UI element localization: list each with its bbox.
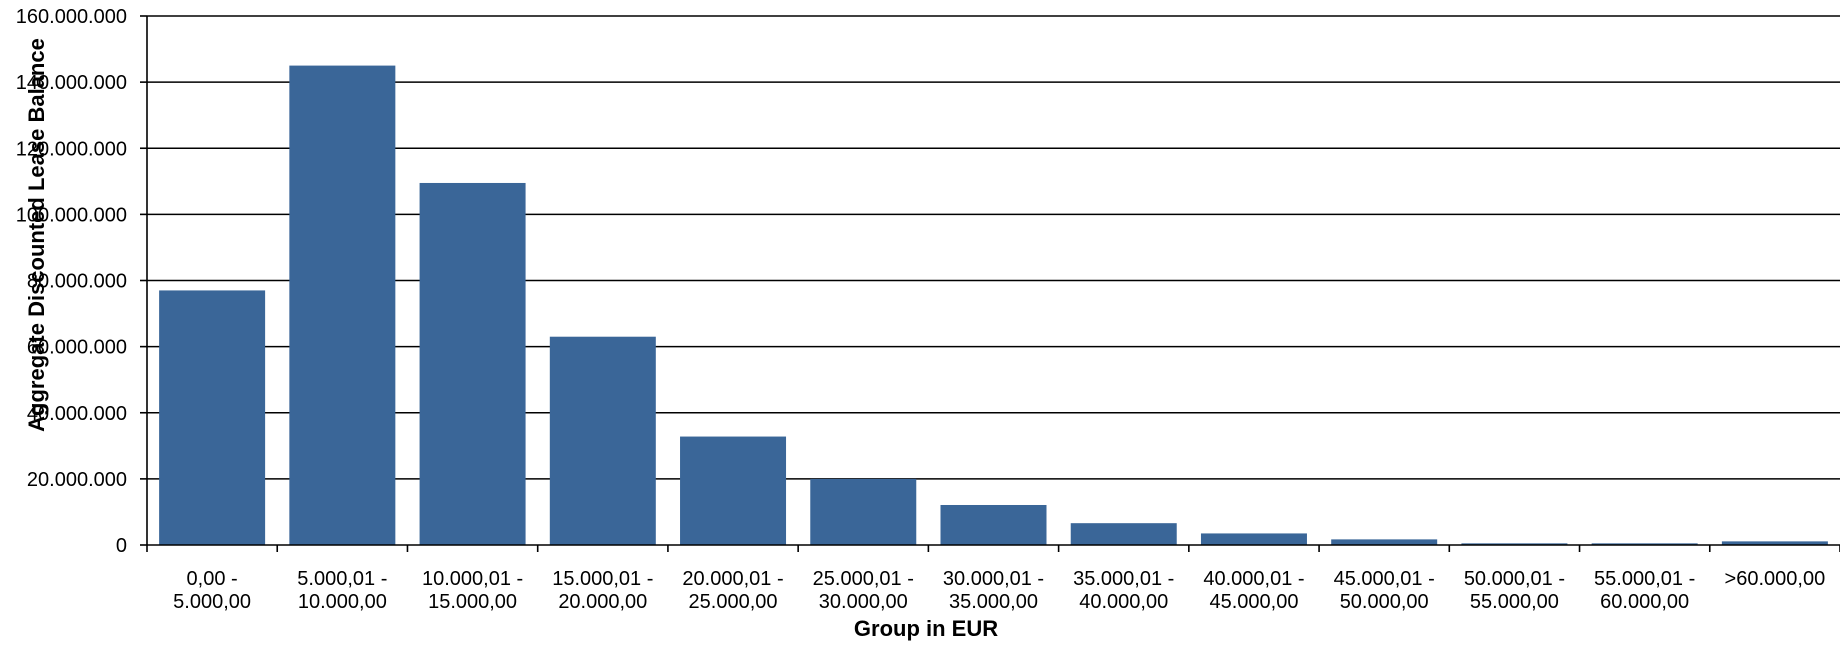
gridlines [147,15,1840,480]
bar [1070,523,1177,545]
y-tick-label: 60.000.000 [27,337,127,359]
bar [940,504,1047,545]
y-axis-title: Aggregate Discounted Lease Balance [24,38,49,432]
x-tick-label-line: 25.000,00 [689,591,778,613]
x-tick-label-line: 45.000,00 [1209,591,1298,613]
y-tick-label: 120.000.000 [16,138,127,160]
axes [140,15,1840,552]
x-tick-label-line: 30.000,00 [819,591,908,613]
y-tick-label: 100.000.000 [16,204,127,226]
x-tick-label-line: 55.000,01 - [1594,568,1695,590]
x-tick-label-line: 45.000,01 - [1334,568,1435,590]
x-tick-label: 15.000,01 -20.000,00 [552,568,653,613]
x-tick-labels: 0,00 -5.000,005.000,01 -10.000,0010.000,… [173,568,1825,613]
bar [1721,541,1828,545]
x-tick-label-line: >60.000,00 [1725,568,1826,590]
x-tick-label-line: 5.000,01 - [297,568,387,590]
x-tick-label-line: 50.000,01 - [1464,568,1565,590]
bar [419,182,526,545]
bar [159,290,266,545]
x-tick-label-line: 20.000,00 [558,591,647,613]
x-tick-label-line: 5.000,00 [173,591,251,613]
x-tick-label: 40.000,01 -45.000,00 [1203,568,1304,613]
x-tick-label-line: 35.000,01 - [1073,568,1174,590]
x-tick-label-line: 15.000,00 [428,591,517,613]
x-tick-label: 50.000,01 -55.000,00 [1464,568,1565,613]
x-axis-title: Group in EUR [854,616,998,641]
x-tick-label: 45.000,01 -50.000,00 [1334,568,1435,613]
y-tick-label: 0 [116,535,127,557]
bar [549,336,656,545]
x-tick-label-line: 40.000,01 - [1203,568,1304,590]
x-tick-label-line: 30.000,01 - [943,568,1044,590]
x-tick-label-line: 20.000,01 - [682,568,783,590]
bar [680,436,787,545]
y-tick-label: 40.000.000 [27,403,127,425]
bar [1461,543,1568,545]
bar [1591,543,1698,545]
x-tick-label: 30.000,01 -35.000,00 [943,568,1044,613]
x-tick-label: 55.000,01 -60.000,00 [1594,568,1695,613]
x-tick-label-line: 40.000,00 [1079,591,1168,613]
x-tick-label-line: 50.000,00 [1340,591,1429,613]
y-tick-label: 140.000.000 [16,72,127,94]
x-tick-label: 20.000,01 -25.000,00 [682,568,783,613]
y-tick-label: 20.000.000 [27,469,127,491]
x-tick-label: >60.000,00 [1725,568,1826,590]
x-tick-label: 0,00 -5.000,00 [173,568,251,613]
bar [810,478,917,545]
y-tick-label: 160.000.000 [16,6,127,28]
x-tick-label-line: 35.000,00 [949,591,1038,613]
x-tick-label: 10.000,01 -15.000,00 [422,568,523,613]
x-tick-label-line: 55.000,00 [1470,591,1559,613]
x-tick-label-line: 60.000,00 [1600,591,1689,613]
bar [289,65,396,545]
y-tick-label: 80.000.000 [27,271,127,293]
x-tick-label-line: 0,00 - [187,568,238,590]
x-tick-label: 35.000,01 -40.000,00 [1073,568,1174,613]
x-tick-label: 25.000,01 -30.000,00 [813,568,914,613]
x-tick-label-line: 15.000,01 - [552,568,653,590]
bar [1200,533,1307,545]
y-tick-labels: 0 20.000.000 40.000.000 60.000.000 80.000.00… [16,6,127,557]
x-tick-label: 5.000,01 -10.000,00 [297,568,387,613]
bars [159,65,1828,545]
x-tick-label-line: 10.000,00 [298,591,387,613]
bar [1331,539,1438,545]
x-tick-label-line: 10.000,01 - [422,568,523,590]
x-tick-label-line: 25.000,01 - [813,568,914,590]
